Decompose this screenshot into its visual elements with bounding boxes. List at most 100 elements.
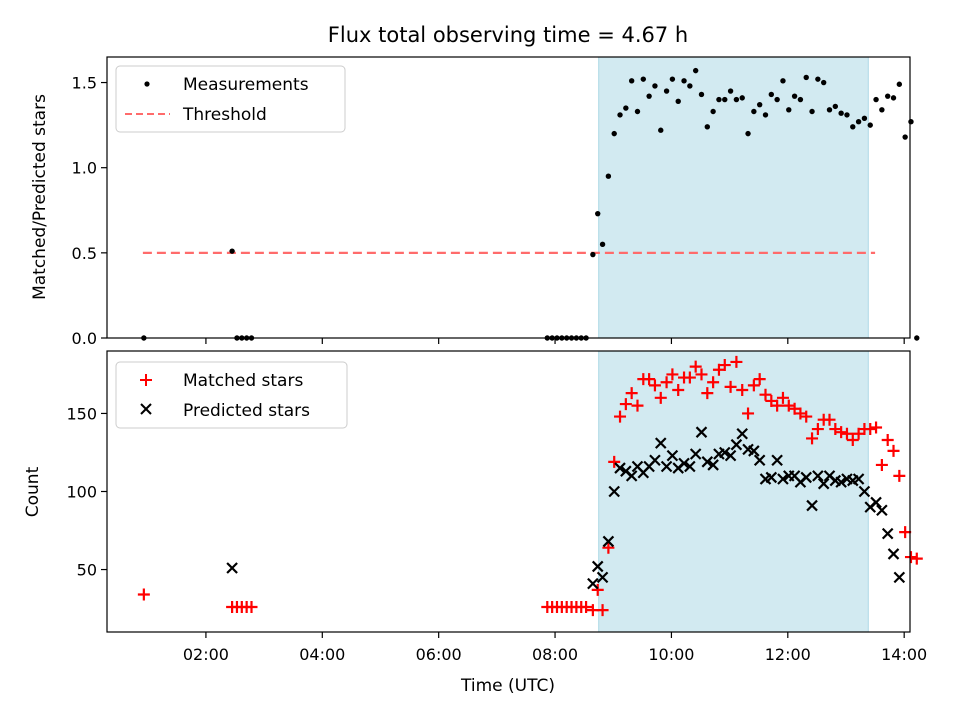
legend-matched-label: Matched stars xyxy=(183,371,303,391)
legend-measurements-label: Measurements xyxy=(183,75,309,95)
matched-star-point xyxy=(666,368,679,381)
predicted-star-point xyxy=(724,449,737,462)
predicted-star-point xyxy=(596,571,609,584)
measurement-point xyxy=(867,122,873,128)
measurement-point xyxy=(658,127,664,133)
measurement-point xyxy=(908,119,914,125)
matched-star-point xyxy=(654,391,667,404)
top-panel-marks xyxy=(141,67,920,341)
predicted-star-point xyxy=(660,460,673,473)
matched-star-point xyxy=(608,455,621,468)
measurement-point xyxy=(861,115,868,122)
predicted-star-point xyxy=(800,471,813,484)
legend-box xyxy=(115,361,348,429)
matched-star-point xyxy=(881,433,894,446)
matched-star-point xyxy=(904,551,917,564)
predicted-star-point xyxy=(678,457,690,470)
measurement-point xyxy=(780,78,786,84)
predicted-star-point xyxy=(806,499,818,512)
matched-star-point xyxy=(806,432,819,445)
x-tick-label: 12:00 xyxy=(765,645,811,664)
predicted-star-point xyxy=(654,437,667,449)
measurement-point xyxy=(692,67,699,74)
top-y-axis: 0.0 0.5 1.0 1.5 xyxy=(72,74,107,348)
measurement-point xyxy=(727,88,734,94)
measurement-point xyxy=(826,107,833,113)
legend-matched-marker xyxy=(140,374,152,386)
legend-predicted-marker xyxy=(140,403,152,415)
matched-star-point xyxy=(631,399,644,412)
measurement-point xyxy=(605,173,612,179)
predicted-star-point xyxy=(695,426,708,438)
measurement-point xyxy=(786,107,792,113)
y-tick-label: 0.0 xyxy=(72,329,97,348)
matched-star-point xyxy=(846,433,859,446)
matched-star-point xyxy=(887,444,900,457)
measurement-point xyxy=(879,107,885,113)
predicted-star-point xyxy=(226,562,238,574)
measurement-point xyxy=(768,91,775,98)
matched-star-point xyxy=(736,384,749,397)
matched-star-point xyxy=(771,399,784,412)
measurement-point xyxy=(611,130,617,137)
legend-threshold-label: Threshold xyxy=(182,105,267,125)
matched-star-point xyxy=(625,387,638,400)
matched-star-point xyxy=(800,410,813,423)
predicted-star-point xyxy=(587,577,599,590)
predicted-star-point xyxy=(777,473,789,485)
predicted-star-point xyxy=(771,454,783,467)
measurement-point xyxy=(623,105,629,111)
matched-star-point xyxy=(689,360,702,373)
legend-measurements-marker xyxy=(144,81,150,87)
predicted-star-point xyxy=(608,485,620,498)
measurement-point xyxy=(844,112,850,118)
predicted-star-point xyxy=(812,470,824,482)
predicted-star-point xyxy=(707,459,719,471)
predicted-star-point xyxy=(649,454,661,467)
predicted-star-point xyxy=(730,438,743,451)
measurement-point xyxy=(774,96,780,103)
matched-star-point xyxy=(245,601,258,614)
measurement-point xyxy=(733,96,740,103)
predicted-star-point xyxy=(666,449,679,462)
matched-star-point xyxy=(580,601,593,614)
x-tick-label: 04:00 xyxy=(299,645,345,664)
matched-star-point xyxy=(753,373,766,386)
measurement-point xyxy=(914,335,920,341)
y-tick-label: 0.5 xyxy=(72,244,97,263)
observing-window-band xyxy=(598,56,869,339)
x-tick-label: 06:00 xyxy=(416,645,462,664)
predicted-star-point xyxy=(893,571,906,584)
matched-star-point xyxy=(137,588,150,601)
top-panel: 0.0 0.5 1.0 1.5 Matched/Predicted stars Mea… xyxy=(30,56,920,348)
measurement-point xyxy=(745,130,751,137)
measurement-point xyxy=(687,83,693,89)
matched-star-point xyxy=(835,426,848,439)
predicted-star-point xyxy=(852,473,865,485)
top-legend: Measurements Threshold xyxy=(115,65,346,133)
matched-star-point xyxy=(747,379,760,392)
measurement-point xyxy=(791,93,798,99)
predicted-star-point xyxy=(625,470,638,482)
matched-star-point xyxy=(683,371,696,384)
bottom-legend: Matched stars Predicted stars xyxy=(115,361,348,429)
predicted-star-point xyxy=(870,496,882,509)
matched-star-point xyxy=(701,387,714,400)
x-tick-label: 08:00 xyxy=(532,645,578,664)
matched-star-point xyxy=(910,552,923,565)
measurement-point xyxy=(873,96,879,103)
matched-star-point xyxy=(893,469,906,482)
measurement-point xyxy=(855,119,862,125)
matched-star-point xyxy=(602,541,615,554)
predicted-star-point xyxy=(748,445,760,457)
predicted-star-point xyxy=(718,446,731,459)
matched-star-point xyxy=(672,384,685,397)
matched-star-point xyxy=(899,526,912,539)
top-x-axis xyxy=(205,338,905,344)
matched-star-point xyxy=(648,379,661,392)
y-tick-label: 1.0 xyxy=(72,159,97,178)
matched-star-point xyxy=(614,410,627,423)
matched-star-point xyxy=(596,604,609,617)
matched-star-point xyxy=(870,421,883,434)
measurement-point xyxy=(590,251,596,258)
